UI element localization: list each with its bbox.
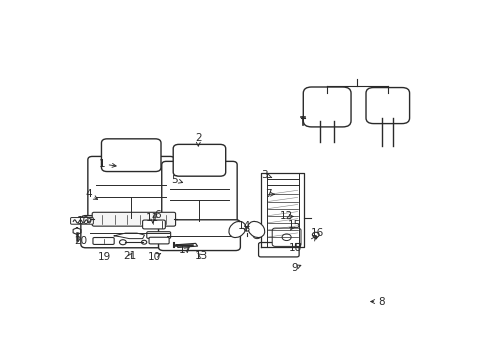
FancyBboxPatch shape: [365, 87, 409, 123]
FancyBboxPatch shape: [101, 139, 161, 172]
Text: 10: 10: [77, 216, 89, 226]
Text: 18: 18: [288, 243, 301, 253]
FancyBboxPatch shape: [173, 144, 225, 176]
FancyBboxPatch shape: [93, 238, 114, 244]
Circle shape: [244, 228, 248, 231]
Text: 9: 9: [291, 263, 298, 273]
FancyBboxPatch shape: [81, 216, 178, 248]
Text: 7: 7: [265, 189, 271, 199]
Polygon shape: [176, 243, 197, 247]
Text: 1: 1: [98, 159, 105, 169]
FancyBboxPatch shape: [258, 243, 299, 257]
Ellipse shape: [247, 221, 264, 238]
Text: 8: 8: [377, 297, 384, 307]
Text: 12: 12: [280, 211, 293, 221]
Text: 13: 13: [194, 251, 207, 261]
Text: 19: 19: [97, 252, 110, 262]
FancyBboxPatch shape: [146, 232, 170, 238]
Text: 5: 5: [170, 175, 177, 185]
Text: 10: 10: [147, 252, 160, 262]
Text: 3: 3: [261, 170, 267, 180]
Text: 2: 2: [195, 133, 201, 143]
Text: 6: 6: [154, 210, 161, 220]
Ellipse shape: [228, 221, 245, 238]
Text: 20: 20: [74, 237, 87, 246]
Text: 17: 17: [179, 245, 192, 255]
Text: 21: 21: [123, 251, 137, 261]
FancyBboxPatch shape: [70, 217, 93, 224]
FancyBboxPatch shape: [158, 220, 240, 251]
Text: 16: 16: [310, 228, 324, 238]
Text: 14: 14: [237, 221, 250, 231]
Text: 15: 15: [287, 220, 300, 230]
FancyBboxPatch shape: [142, 220, 165, 229]
Bar: [294, 243, 299, 246]
FancyBboxPatch shape: [92, 212, 175, 226]
Text: 4: 4: [85, 189, 92, 199]
FancyBboxPatch shape: [162, 161, 237, 225]
FancyBboxPatch shape: [149, 237, 169, 244]
FancyBboxPatch shape: [303, 87, 350, 127]
Text: 11: 11: [146, 213, 159, 224]
FancyBboxPatch shape: [272, 228, 301, 246]
FancyBboxPatch shape: [88, 157, 174, 222]
